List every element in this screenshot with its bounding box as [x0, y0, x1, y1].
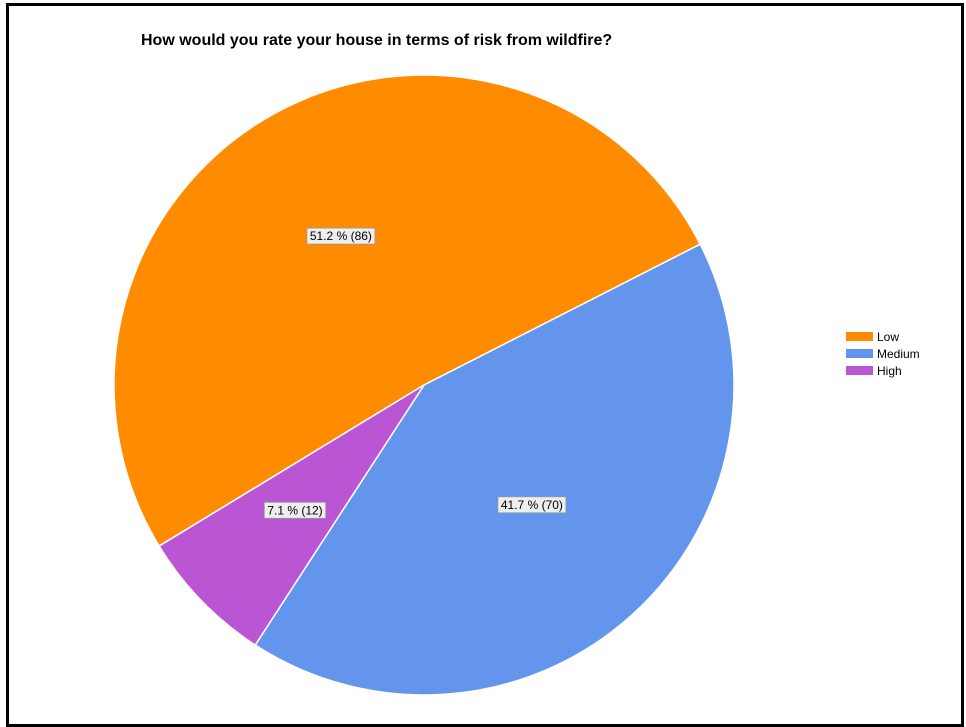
- slice-label-box-medium: [497, 496, 567, 514]
- legend-swatch-medium: [846, 349, 873, 358]
- slice-label-text-low: 51.2 % (86): [310, 229, 372, 243]
- legend-swatch-low: [846, 332, 873, 341]
- legend: Low Medium High: [846, 328, 920, 379]
- slice-label-low: 51.2 % (86): [306, 227, 376, 245]
- pie-slice-low: [113, 74, 702, 548]
- pie-slice-medium: [254, 243, 735, 696]
- pie-labels: 51.2 % (86) 41.7 % (70) 7.1 % (12): [263, 227, 567, 519]
- legend-swatch-high: [846, 366, 873, 375]
- legend-label-high: High: [877, 363, 902, 378]
- slice-label-text-high: 7.1 % (12): [267, 503, 322, 517]
- pie-slices: [113, 74, 735, 696]
- legend-item-medium: Medium: [846, 345, 920, 362]
- slice-label-box-low: [306, 227, 376, 245]
- slice-label-text-medium: 41.7 % (70): [501, 498, 563, 512]
- legend-item-high: High: [846, 362, 920, 379]
- legend-label-medium: Medium: [877, 346, 920, 361]
- legend-label-low: Low: [877, 329, 900, 344]
- slice-label-high: 7.1 % (12): [263, 501, 327, 519]
- chart-title: How would you rate your house in terms o…: [141, 32, 613, 49]
- slice-label-box-high: [263, 501, 327, 519]
- slice-label-medium: 41.7 % (70): [497, 496, 567, 514]
- legend-item-low: Low: [846, 328, 920, 345]
